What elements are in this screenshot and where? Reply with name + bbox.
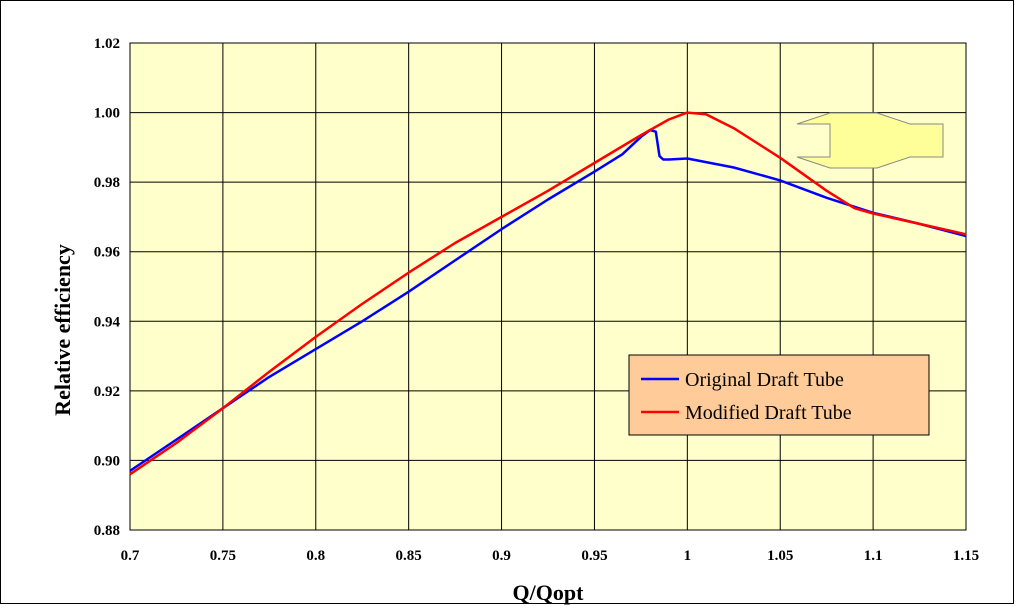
x-tick-label: 0.95 — [581, 548, 607, 564]
series-line-1 — [129, 128, 967, 472]
y-tick-label: 0.92 — [94, 384, 120, 400]
x-tick-label: 1.05 — [767, 548, 793, 564]
y-tick-label: 0.96 — [94, 245, 121, 261]
plot-border — [129, 42, 967, 531]
y-tick-label: 1.02 — [94, 36, 120, 52]
y-tick-label: 0.88 — [94, 523, 120, 539]
x-tick-label: 0.75 — [210, 548, 236, 564]
x-tick-label: 1 — [684, 548, 692, 564]
x-tick-label: 1.15 — [953, 548, 979, 564]
x-tick-label: 1.1 — [864, 548, 883, 564]
y-tick-label: 0.90 — [94, 453, 120, 469]
x-tick-label: 0.8 — [306, 548, 325, 564]
legend-box — [628, 354, 930, 436]
y-axis-title: Relative efficiency — [50, 244, 75, 416]
legend-label-2: Modified Draft Tube — [685, 402, 852, 424]
y-tick-label: 0.98 — [94, 175, 120, 191]
x-axis-title: Q/Qopt — [513, 580, 585, 605]
series-line-2 — [129, 111, 967, 476]
y-tick-label: 1.00 — [94, 106, 120, 122]
x-tick-label: 0.7 — [121, 548, 140, 564]
legend-label-1: Original Draft Tube — [685, 369, 844, 391]
x-tick-label: 0.85 — [396, 548, 422, 564]
double-arrow-shape — [796, 112, 944, 169]
y-tick-label: 0.94 — [94, 314, 121, 330]
x-tick-label: 0.9 — [492, 548, 511, 564]
